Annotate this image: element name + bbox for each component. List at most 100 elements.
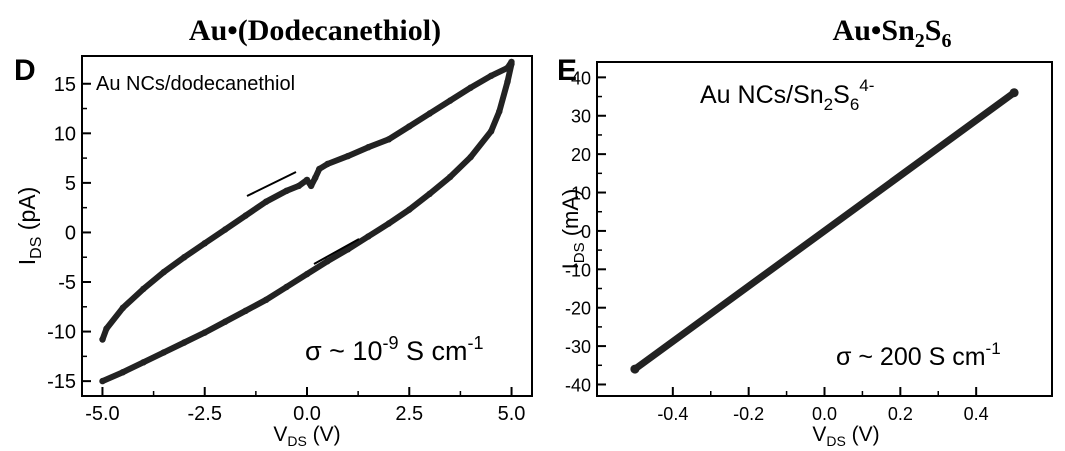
- panel-d-y-tick-label: -10: [47, 322, 76, 344]
- panel-e-x-tick-label: 0.2: [888, 404, 913, 424]
- panel-d-y-axis-label: IDS (pA): [14, 187, 45, 265]
- panel-d-letter: D: [14, 54, 36, 87]
- panel-e-y-ticks: -40 -30 -20 -10 0 10 20 30 40: [565, 68, 606, 395]
- panel-d-y-tick-label: 0: [65, 222, 76, 244]
- panel-d-series-2-point: [487, 128, 495, 135]
- panel-d-series-1-point: [242, 212, 249, 219]
- panel-d-series-2-point: [181, 339, 188, 346]
- panel-e-y-tick-label: 30: [571, 107, 591, 127]
- panel-e-y-tick-label: -30: [565, 337, 591, 357]
- panel-d-series-1-point: [447, 97, 454, 104]
- panel-d-series-2-point: [303, 270, 311, 278]
- panel-d-y-tick-label: 10: [54, 123, 76, 145]
- panel-d-series-1-point: [103, 325, 110, 332]
- panel-d-y-tick-label: 15: [54, 74, 76, 96]
- panel-d-series-2-point: [385, 220, 392, 227]
- panel-d-series-1-point: [303, 176, 311, 184]
- panel-d-series-2-point: [324, 258, 331, 265]
- panel-e-y-tick-label: -20: [565, 299, 591, 319]
- panel-e-letter: E: [557, 54, 577, 87]
- panel-d-series-1-point: [307, 182, 315, 190]
- panel-d-series-2-point: [496, 108, 503, 115]
- panel-e-x-axis-label: VDS (V): [812, 423, 879, 449]
- panel-e-x-tick-label: -0.4: [657, 404, 688, 424]
- panel-d-series-2-point: [283, 283, 290, 291]
- panel-e-x-tick-label: 0.0: [812, 404, 837, 424]
- panel-d-data: [99, 58, 515, 385]
- panel-d-sweep-arrow-up: [246, 171, 297, 197]
- panel-d-y-tick-label: 5: [65, 173, 76, 195]
- panel-d-y-ticks: -15 -10 -5 0 5 10 15: [47, 74, 91, 393]
- panel-d-series-1-point: [365, 144, 372, 151]
- panel-d-series-2-point: [160, 349, 167, 356]
- panel-d-series-1-point: [316, 165, 323, 173]
- panel-d-series-1-point: [426, 110, 433, 117]
- panel-d-series-2-line: [99, 60, 515, 385]
- panel-d-x-axis-label: VDS (V): [273, 423, 340, 449]
- panel-e-y-axis-label: IDS (mA): [558, 189, 588, 270]
- panel-d-x-tick-label: 2.5: [395, 403, 423, 425]
- panel-d-series-1-point: [487, 72, 495, 80]
- panel-d-series-2-point: [344, 246, 352, 253]
- panel-d: D Au•(Dodecanethiol) -5.0 -2.5 0.0 2.5 5.0 -…: [14, 14, 533, 449]
- panel-e-x-ticks: -0.4 -0.2 0.0 0.2 0.4: [657, 387, 989, 424]
- panel-e-x-tick-label: 0.4: [964, 404, 989, 424]
- panel-d-series-1-point: [201, 240, 208, 247]
- panel-d-sweep-arrow-down: [313, 238, 360, 265]
- panel-d-series-2-point: [365, 233, 372, 240]
- panel-d-series-2-point: [504, 78, 511, 86]
- panel-d-annotation: Au NCs/dodecanethiol: [96, 73, 295, 95]
- panel-e-y-tick-label: 20: [571, 145, 591, 165]
- panel-d-title: Au•(Dodecanethiol): [189, 14, 441, 47]
- panel-d-series-1-point: [283, 187, 290, 194]
- panel-e-conductivity-label: σ ~ 200 S cm-1: [836, 339, 1001, 371]
- panel-d-series-1-point: [99, 336, 106, 343]
- panel-e-y-tick-label: -10: [565, 260, 591, 280]
- panel-d-x-tick-label: 0.0: [293, 403, 321, 425]
- panel-d-x-tick-label: -5.0: [85, 403, 119, 425]
- panel-d-series-2-point: [140, 359, 147, 366]
- panel-d-x-tick-label: -2.5: [187, 403, 221, 425]
- panel-d-series-1-point: [181, 254, 188, 261]
- panel-e-series-1-line: [631, 89, 1018, 373]
- panel-d-series-2-point: [406, 206, 413, 213]
- panel-d-series-1-point: [385, 136, 392, 143]
- panel-d-series-1-point: [312, 174, 319, 182]
- panel-d-series-2-point: [201, 329, 208, 336]
- panel-d-x-tick-label: 5.0: [498, 403, 526, 425]
- panel-e-y-tick-label: -40: [565, 375, 591, 395]
- panel-d-series-1-point: [160, 268, 167, 276]
- panel-d-series-2-point: [447, 173, 454, 181]
- panel-e-title: Au•Sn2S6: [833, 14, 952, 52]
- panel-e: E Au•Sn2S6 -0.4 -0.2 0.0 0.2 0.4 -40 -30 -20 -1…: [557, 14, 1053, 449]
- panel-d-series-1-point: [406, 123, 413, 130]
- panel-e-series-1-point: [630, 364, 640, 374]
- panel-d-series-2-point: [426, 190, 433, 197]
- panel-d-series-1-point: [119, 304, 127, 311]
- panel-e-y-tick-label: 10: [571, 184, 591, 204]
- panel-d-series-1-point: [467, 84, 474, 91]
- panel-d-series-1-point: [222, 226, 229, 233]
- panel-d-series-2-point: [262, 296, 270, 303]
- panel-e-y-tick-label: 40: [571, 68, 591, 88]
- panel-d-series-2-point: [222, 318, 229, 325]
- panel-d-series-2-point: [508, 60, 515, 68]
- panel-d-conductivity-label: σ ~ 10-9 S cm-1: [305, 333, 484, 366]
- panel-d-series-2-point: [119, 369, 127, 376]
- panel-d-series-1-point: [344, 152, 352, 160]
- panel-d-x-ticks: -5.0 -2.5 0.0 2.5 5.0: [85, 387, 525, 425]
- panel-e-annotation: Au NCs/Sn2S64-: [700, 76, 874, 114]
- panel-d-series-1-point: [262, 198, 270, 205]
- panel-d-series-2-point: [467, 153, 474, 161]
- panel-d-series-2-point: [242, 307, 249, 314]
- panel-d-series-1-point: [140, 285, 147, 293]
- panel-d-series-2-point: [99, 377, 106, 385]
- panel-d-y-tick-label: -15: [47, 371, 76, 393]
- panel-e-series-1-point: [1009, 88, 1019, 98]
- panel-d-series-1-point: [324, 160, 331, 168]
- panel-e-data: [630, 88, 1019, 374]
- panel-e-x-tick-label: -0.2: [733, 404, 764, 424]
- panel-e-y-tick-label: 0: [581, 222, 591, 242]
- panel-d-series-1-point: [295, 182, 302, 190]
